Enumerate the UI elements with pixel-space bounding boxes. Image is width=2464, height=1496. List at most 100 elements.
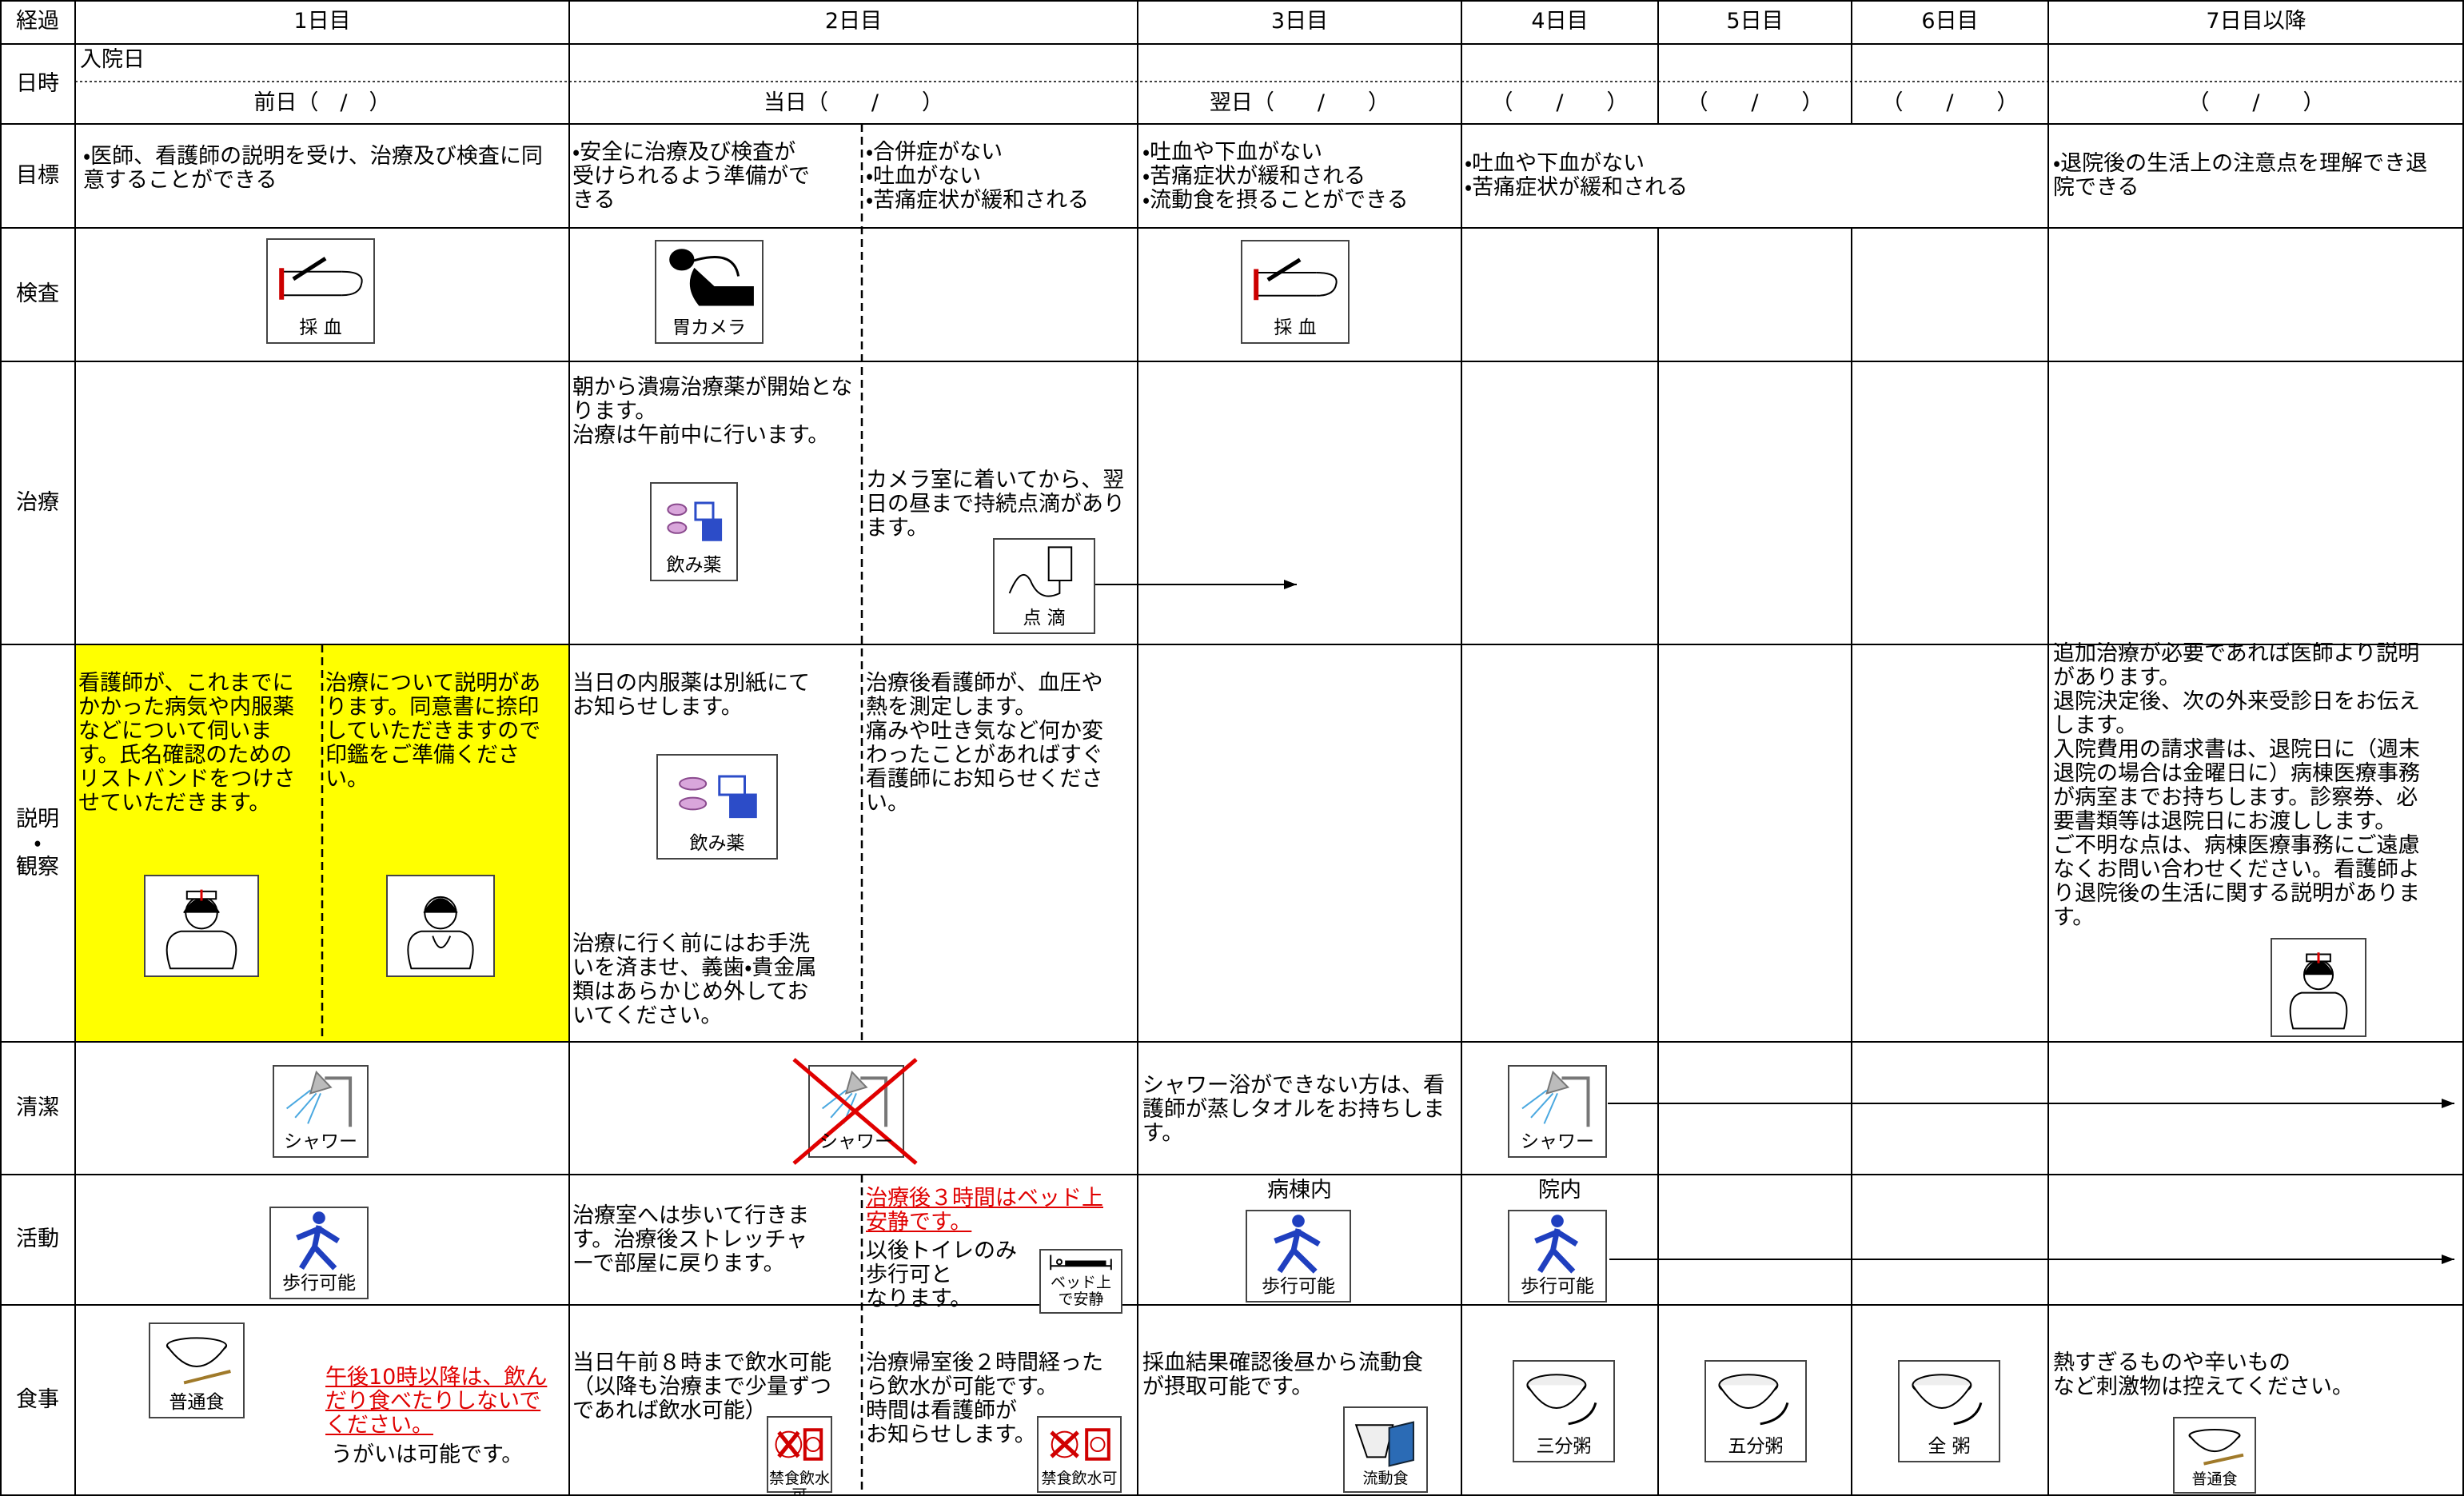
head [1545,1070,1570,1095]
date-slot: （ / ） [1686,90,1824,115]
bowl [1718,1384,1779,1409]
porridge-icon [1513,1360,1615,1462]
paragraph: ご不明な点は、病棟医療事務にご遠慮なくお問い合わせください。看護師より退院後の生… [2053,833,2420,930]
icon-frame [656,754,778,860]
activity-text: 治療室へは歩いて行きます。治療後ストレッチャーで部屋に戻ります。 [572,1203,810,1276]
pill-icon [650,482,738,581]
icon-label: 歩行可能 [282,1273,356,1294]
spoon [1568,1402,1597,1426]
arrow-head [2442,1255,2454,1264]
tablet [679,796,708,811]
paragraph: ・吐血や下血がない [1465,151,1645,176]
date-slot: 当日（ / ） [763,90,944,115]
day-header: 1日目 [293,9,351,34]
row-label: 治療 [16,490,59,515]
pill-icon [656,754,778,860]
icon-label: 飲み薬 [689,833,745,854]
explanation-text: 治療について説明があります。同意書に捺印していただきますので印鑑をご準備ください… [325,671,541,792]
figure [1534,1228,1579,1274]
treatment-text: カメラ室に着いてから、翌日の昼まで持続点滴があります。 [866,468,1125,541]
head [309,1070,333,1095]
paragraph: 治療は午前中に行います。 [572,423,830,448]
walk-icon [269,1207,369,1299]
paragraph: 入院費用の請求書は、退院日に（週末退院の場合は金曜日に）病棟医療事務が病室までお… [2053,737,2420,834]
hand [341,270,363,297]
head [1056,1259,1063,1266]
blood-icon [266,238,375,344]
paragraph: 痛みや吐き気など何か変わったことがあればすぐ看護師にお知らせください。 [866,719,1103,816]
day-header: 3日目 [1270,9,1329,34]
corner-label: 経過 [16,9,59,34]
explanation-text: 看護師が、これまでにかかった病気や内服薬などについて伺います。氏名確認のためのリ… [78,671,296,816]
pipe [860,1076,888,1127]
explanation-text: 当日の内服薬は別紙にてお知らせします。 治療に行く前にはお手洗いを済ませ、義歯・貴… [572,672,828,1028]
arm [279,270,342,297]
date-slot: 前日（ / ） [253,90,391,115]
activity-note: 治療後３時間はベッド上安静です。 [866,1186,1103,1235]
paragraph: ・苦痛症状が緩和される [866,188,1090,213]
date-slot: （ / ） [1881,90,2019,115]
bed-icon [1039,1249,1122,1314]
paragraph: 治療帰室後２時間経ったら飲水が可能です。 [866,1350,1103,1399]
shower-icon [808,1065,904,1158]
row-label: 活動 [16,1227,59,1251]
drip-icon [993,538,1095,634]
ok [1090,1436,1106,1453]
nurse-icon [2271,938,2366,1037]
row-label: 検査 [16,281,59,306]
hair [423,898,458,914]
pipe [325,1076,353,1127]
goal-list: ・合併症がない ・吐血がない ・苦痛症状が緩和される [866,141,1134,213]
cup [1085,1428,1110,1461]
paragraph: 治療後看護師が、血圧や熱を測定します。 [866,671,1103,720]
pipe [1561,1076,1590,1127]
plate [1051,1430,1078,1458]
head [1551,1215,1564,1227]
icon-label: 普通食 [2191,1470,2238,1488]
hand [1316,272,1338,297]
tube [1008,573,1061,597]
cross [777,1430,800,1458]
meal-note: 午後10時以降は、飲んだり食べたりしないでください。 [325,1365,548,1438]
walk-icon [1246,1210,1351,1303]
row-label: 日時 [16,71,59,96]
capsule [702,518,723,541]
spray [285,1089,321,1124]
cup [1354,1424,1394,1458]
day-header: 7日目以降 [2206,9,2307,34]
stethoscope [432,935,452,949]
nurse-icon [144,875,259,977]
icon-label: シャワー [819,1131,893,1152]
paragraph: ・流動食を摂ることができる [1142,188,1409,213]
paragraph: 治療に行く前にはお手洗いを済ませ、義歯・貴金属類はあらかじめ外しておいてください… [572,932,817,1028]
camera-icon [655,240,764,344]
date-slot: （ / ） [2187,90,2325,115]
goal-text: ・医師、看護師の説明を受け、治療及び検査に同意することができる [83,144,543,193]
body [407,930,474,970]
bag [1047,546,1073,581]
bowl-icon [149,1322,245,1418]
icon-label: 三分粥 [1536,1436,1592,1457]
arrow-head [1284,580,1297,589]
nofood-icon [767,1416,832,1493]
icon-label: 禁食飲水可 [1041,1470,1118,1487]
head [844,1070,868,1095]
icon-label: 普通食 [169,1392,225,1413]
bowl [1912,1384,1972,1409]
bowl-icon [2173,1417,2256,1494]
spoon [1953,1402,1983,1426]
body [2289,991,2348,1030]
icon-label: 全 粥 [1928,1436,1971,1457]
paragraph: 朝から潰瘍治療薬が開始となります。 [572,375,853,424]
icon-label: 流動食 [1362,1470,1409,1487]
tablet [679,776,708,791]
meal-text: 熱すぎるものや辛いもの など刺激物は控えてください。 [2053,1350,2354,1399]
liquid-icon [1343,1406,1428,1493]
icon-label: 飲み薬 [666,555,722,576]
paragraph: ・吐血がない [866,164,982,189]
tablet [667,503,688,517]
row-label: 食事 [16,1387,59,1412]
explanation-text: 治療後看護師が、血圧や熱を測定します。 痛みや吐き気など何か変わったことがあればす… [866,672,1114,816]
shower-icon [273,1065,369,1158]
